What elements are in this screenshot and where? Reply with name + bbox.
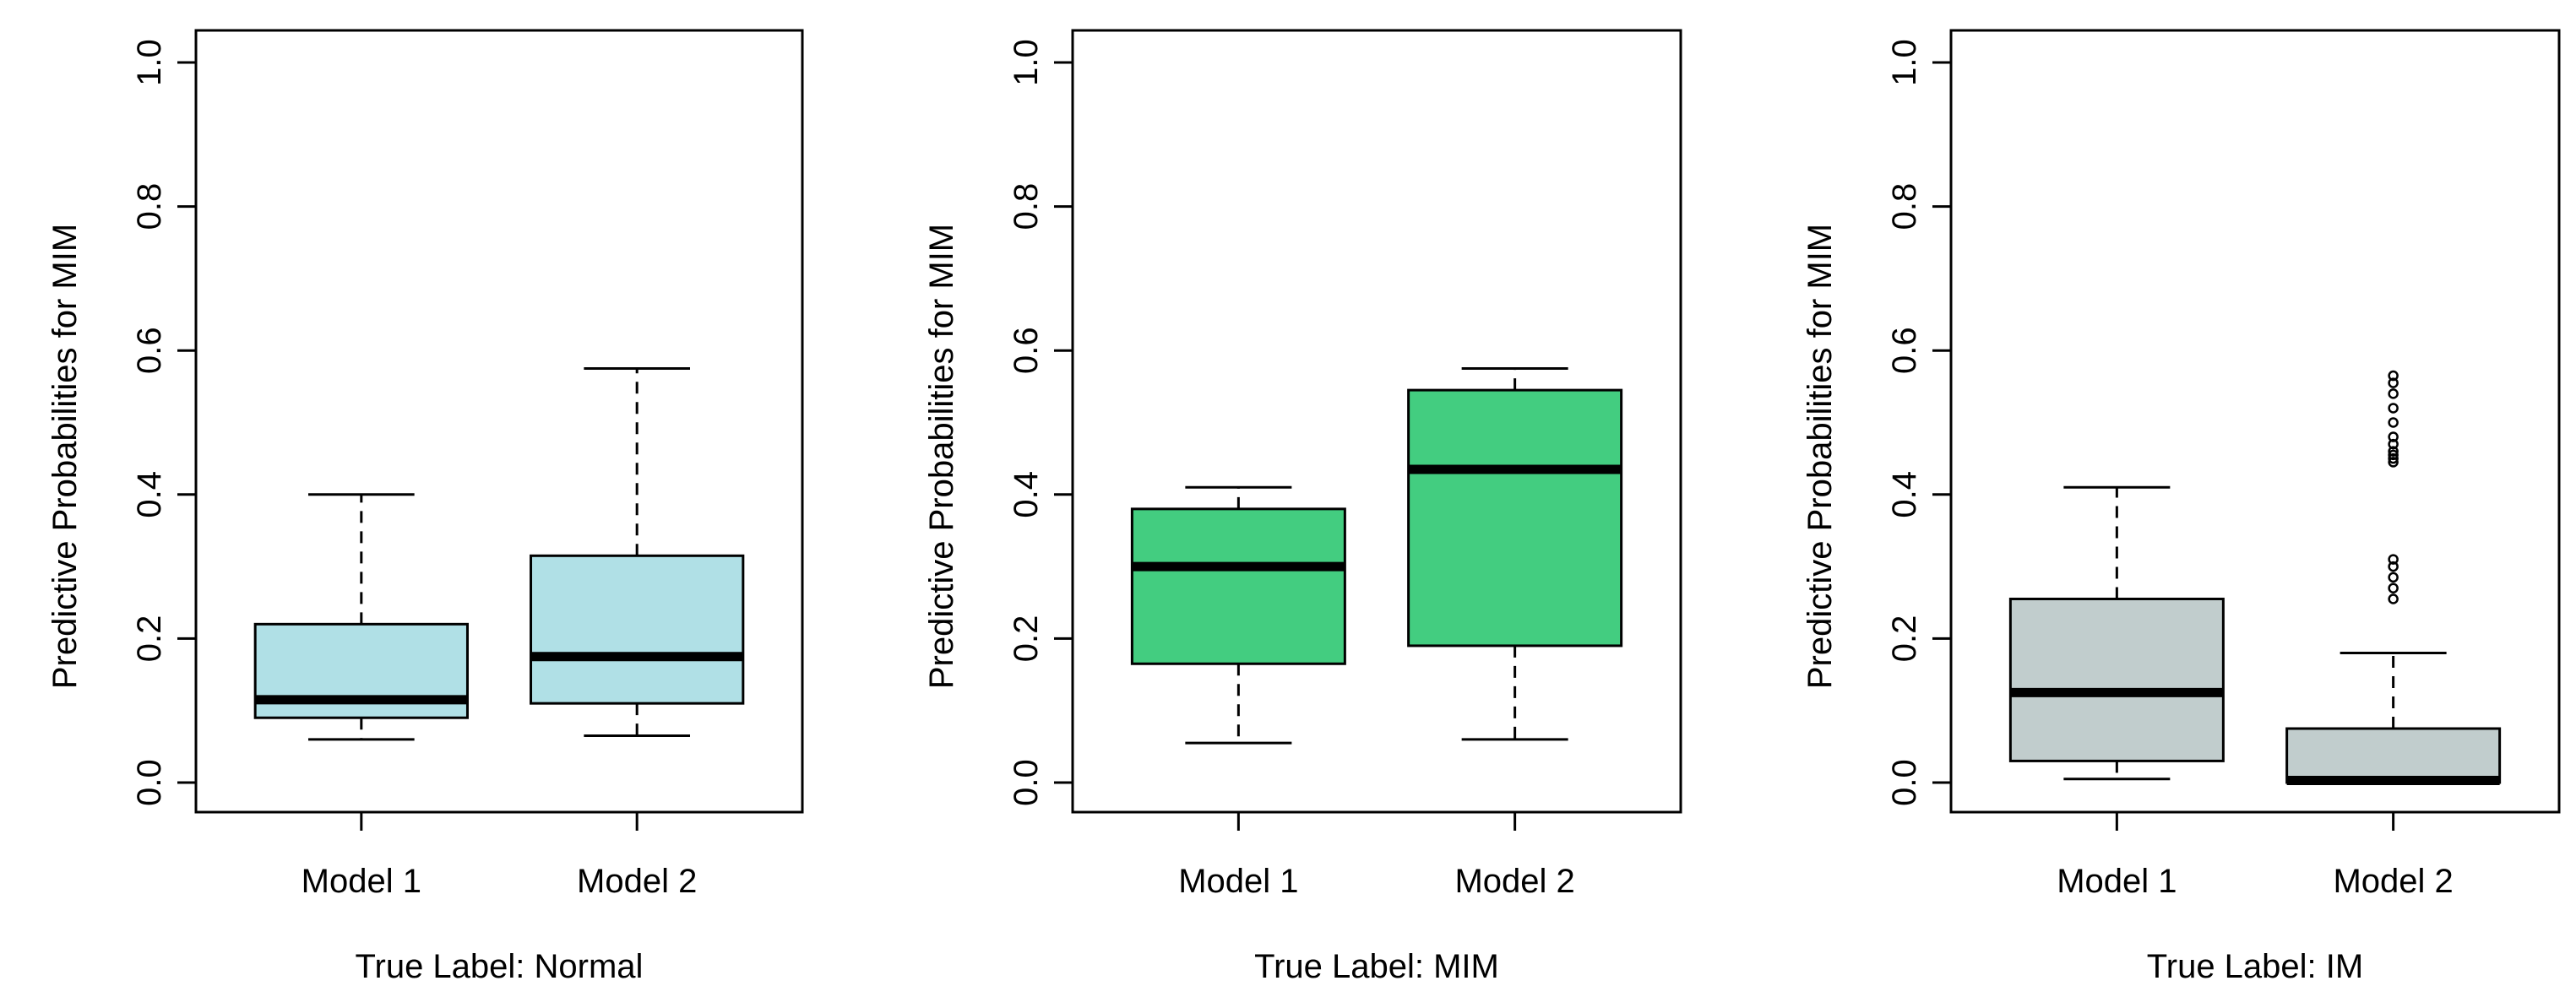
outlier-point bbox=[2388, 593, 2399, 604]
y-tick-label: 0.6 bbox=[1008, 327, 1045, 374]
y-tick-label: 0.8 bbox=[131, 183, 168, 230]
outlier-point bbox=[2388, 449, 2399, 461]
y-axis-label: Predictive Probabilities for MIM bbox=[46, 224, 84, 689]
box-1 bbox=[1130, 485, 1346, 745]
outlier-point bbox=[2388, 431, 2399, 442]
outlier-point bbox=[2388, 582, 2399, 593]
y-tick-label: 0.8 bbox=[1886, 183, 1923, 230]
outlier-point bbox=[2388, 370, 2399, 382]
x-axis-label: True Label: Normal bbox=[356, 948, 644, 985]
box-iqr bbox=[2008, 597, 2225, 762]
box-1 bbox=[2008, 485, 2225, 781]
category-label: Model 2 bbox=[577, 863, 697, 900]
outlier-point bbox=[2388, 457, 2399, 468]
category-label: Model 2 bbox=[1454, 863, 1574, 900]
y-tick-label: 0.0 bbox=[131, 759, 168, 806]
y-tick-label: 0.4 bbox=[1886, 471, 1923, 518]
chart-panel-1: 0.0 0.2 0.4 0.6 0.8 1.0 Predictive Probabiliti… bbox=[46, 29, 804, 985]
box-iqr bbox=[1407, 388, 1623, 648]
y-tick-label: 0.8 bbox=[1008, 183, 1045, 230]
category-label: Model 2 bbox=[2333, 863, 2453, 900]
y-tick-label: 0.4 bbox=[131, 471, 168, 518]
chart-panel-2: 0.0 0.2 0.4 0.6 0.8 1.0 Predictive Probabiliti… bbox=[923, 29, 1682, 985]
outlier-point bbox=[2388, 377, 2399, 388]
box-1 bbox=[253, 493, 469, 741]
outlier-point bbox=[2388, 417, 2399, 428]
y-tick-label: 0.4 bbox=[1008, 471, 1045, 518]
outlier-point bbox=[2388, 452, 2399, 464]
y-tick-label: 1.0 bbox=[1008, 39, 1045, 86]
box-2 bbox=[530, 367, 745, 738]
box-2 bbox=[1407, 367, 1623, 741]
outlier-point bbox=[2388, 554, 2399, 565]
y-tick-label: 0.0 bbox=[1008, 759, 1045, 806]
y-tick-label: 0.2 bbox=[131, 615, 168, 663]
y-axis-label: Predictive Probabilities for MIM bbox=[1802, 224, 1839, 689]
y-axis-label: Predictive Probabilities for MIM bbox=[923, 224, 960, 689]
y-tick-label: 1.0 bbox=[131, 39, 168, 86]
outlier-point bbox=[2388, 388, 2399, 399]
outlier-point bbox=[2388, 446, 2399, 457]
y-tick-label: 0.6 bbox=[1886, 327, 1923, 374]
chart-panel-3: 0.0 0.2 0.4 0.6 0.8 1.0 Predictive Probabiliti… bbox=[1802, 29, 2561, 985]
y-tick-label: 0.0 bbox=[1886, 759, 1923, 806]
y-tick-label: 0.2 bbox=[1008, 615, 1045, 663]
outlier-point bbox=[2388, 403, 2399, 414]
x-axis-label: True Label: IM bbox=[2147, 948, 2363, 985]
y-tick-label: 1.0 bbox=[1886, 39, 1923, 86]
outlier-point bbox=[2388, 572, 2399, 583]
outlier-point bbox=[2388, 438, 2399, 450]
y-tick-label: 0.6 bbox=[131, 327, 168, 374]
outlier-point bbox=[2388, 561, 2399, 572]
category-label: Model 1 bbox=[302, 863, 421, 900]
box-iqr bbox=[1130, 507, 1346, 665]
box-iqr bbox=[2285, 727, 2502, 784]
category-label: Model 1 bbox=[2057, 863, 2177, 900]
y-tick-label: 0.2 bbox=[1886, 615, 1923, 663]
category-label: Model 1 bbox=[1178, 863, 1298, 900]
box-2 bbox=[2285, 370, 2502, 785]
box-iqr bbox=[530, 554, 745, 705]
x-axis-label: True Label: MIM bbox=[1254, 948, 1499, 985]
